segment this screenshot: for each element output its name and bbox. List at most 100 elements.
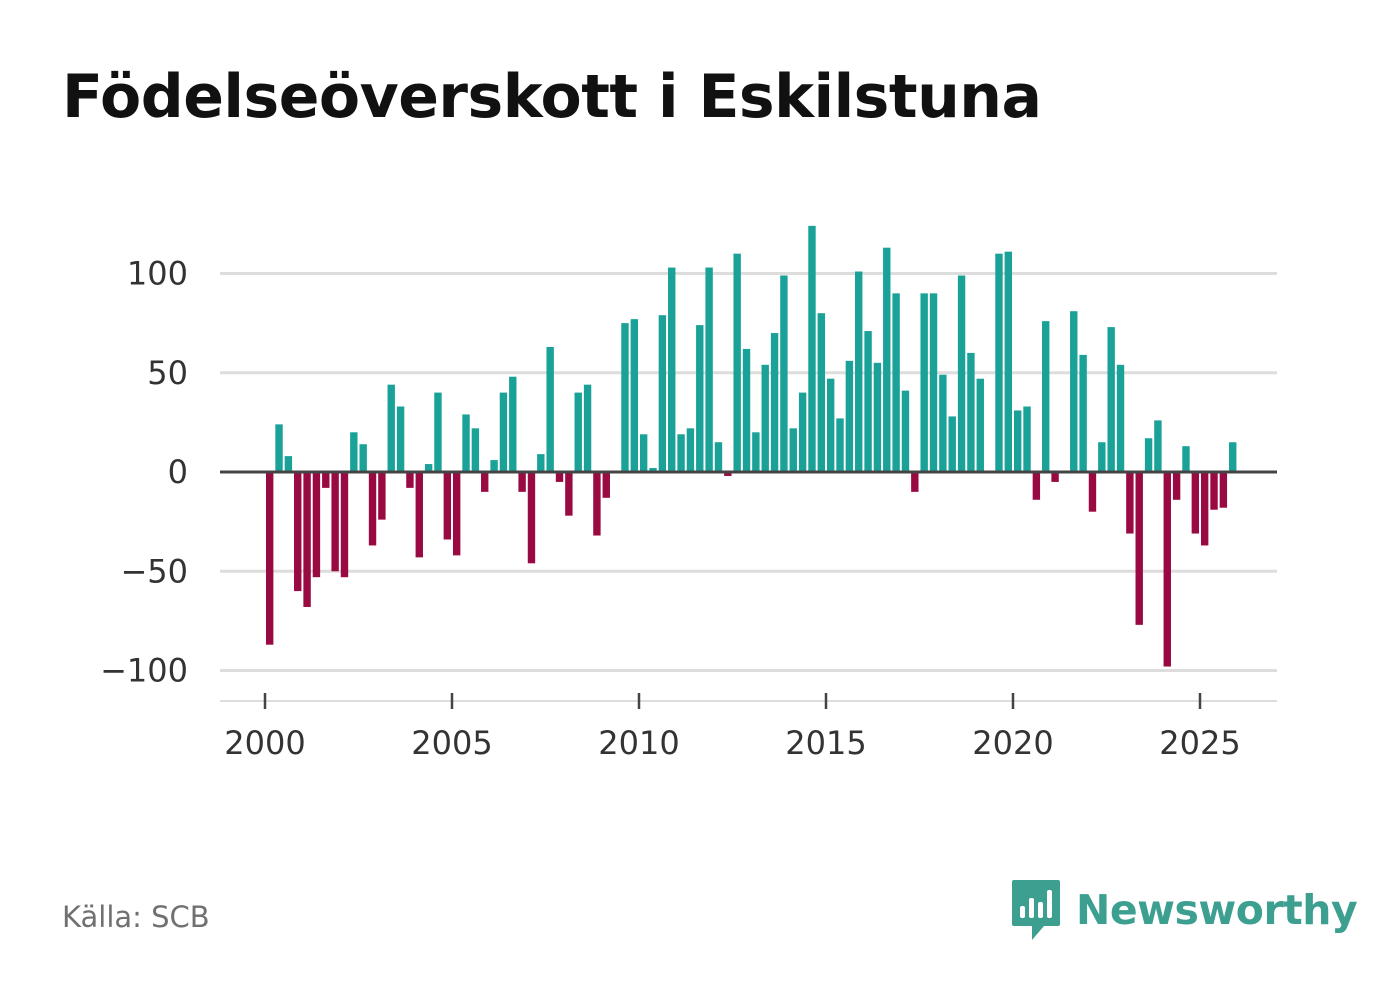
bar	[452, 472, 461, 556]
bar	[929, 293, 938, 472]
bar	[770, 333, 779, 472]
bars	[265, 225, 1237, 667]
bar	[1154, 420, 1162, 472]
bar	[789, 428, 797, 472]
y-tick-label: −50	[120, 552, 188, 590]
bar	[836, 418, 844, 472]
source-label: Källa: SCB	[62, 900, 210, 934]
bar	[340, 472, 349, 578]
bar	[742, 348, 751, 472]
bar	[583, 384, 592, 472]
bar	[911, 472, 919, 492]
bar	[1051, 472, 1059, 482]
bar	[481, 472, 489, 492]
bar	[378, 472, 386, 520]
bar	[1229, 442, 1237, 473]
bar	[443, 472, 452, 540]
bar	[1079, 354, 1087, 472]
bar	[714, 442, 723, 473]
bar	[920, 293, 928, 472]
bar	[396, 406, 405, 473]
bar	[639, 434, 648, 472]
bar	[1107, 327, 1115, 473]
bar	[864, 331, 872, 472]
bar	[434, 392, 442, 472]
bar-chart-speech-bubble-icon	[1012, 880, 1060, 940]
bar	[331, 472, 339, 572]
bar	[733, 253, 741, 472]
bar	[350, 432, 358, 472]
x-tick-label: 2010	[598, 724, 679, 762]
brand-logo[interactable]: Newsworthy	[1010, 878, 1358, 942]
bar	[322, 472, 330, 488]
bar	[696, 325, 704, 472]
bar	[1144, 438, 1153, 472]
bar	[1070, 311, 1078, 472]
y-tick-label: 100	[127, 255, 188, 293]
bar	[686, 428, 695, 472]
bar	[1191, 472, 1200, 534]
bar	[1163, 472, 1171, 667]
bar	[855, 271, 863, 472]
bar	[1098, 442, 1106, 473]
tick-labels: 100 50 0 −50 −100 2000 2005 2010 2015 2020 2025	[100, 255, 1241, 763]
y-tick-label: 0	[168, 453, 188, 491]
bar	[1200, 472, 1209, 546]
brand-name: Newsworthy	[1076, 886, 1358, 934]
bar	[1013, 410, 1022, 472]
bar	[677, 434, 685, 472]
bar	[415, 472, 423, 558]
bar	[724, 472, 732, 476]
y-tick-label: 50	[147, 354, 188, 392]
bar	[565, 472, 573, 516]
bar	[817, 313, 826, 472]
bar	[368, 472, 377, 546]
chart-title: Födelseöverskott i Eskilstuna	[62, 62, 1042, 132]
bar	[808, 225, 816, 472]
bar	[537, 454, 545, 472]
bar	[275, 424, 283, 472]
bar	[873, 362, 882, 472]
bar	[1210, 472, 1218, 510]
bar	[593, 472, 601, 536]
bar	[705, 267, 713, 472]
bar	[303, 472, 311, 607]
bar	[527, 472, 536, 564]
bar	[948, 416, 956, 472]
bar	[649, 468, 657, 472]
bar	[1172, 472, 1181, 500]
bar	[359, 444, 367, 472]
bar	[761, 364, 769, 472]
bar	[471, 428, 480, 472]
bar	[490, 460, 498, 472]
bar	[265, 472, 274, 645]
x-tick-label: 2005	[411, 724, 492, 762]
bar	[883, 247, 891, 472]
bar	[892, 293, 900, 472]
bar	[995, 253, 1003, 472]
bar	[424, 464, 433, 472]
bar	[294, 472, 302, 592]
bar	[1219, 472, 1228, 508]
bar	[658, 315, 667, 472]
bar	[621, 323, 629, 473]
bar	[1182, 446, 1190, 472]
bar	[509, 376, 517, 472]
bar	[668, 267, 676, 472]
bar	[845, 360, 854, 472]
bar	[976, 378, 984, 472]
bar	[387, 384, 395, 472]
bar	[1032, 472, 1041, 500]
bar	[518, 472, 526, 492]
x-tick-label: 2020	[972, 724, 1053, 762]
bar	[901, 390, 910, 473]
y-tick-label: −100	[100, 652, 188, 690]
bar	[1023, 406, 1031, 473]
x-tick-label: 2000	[224, 724, 305, 762]
bar	[957, 275, 966, 473]
bar	[602, 472, 610, 498]
bar	[546, 346, 554, 472]
bar	[555, 472, 564, 482]
bar	[798, 392, 807, 472]
